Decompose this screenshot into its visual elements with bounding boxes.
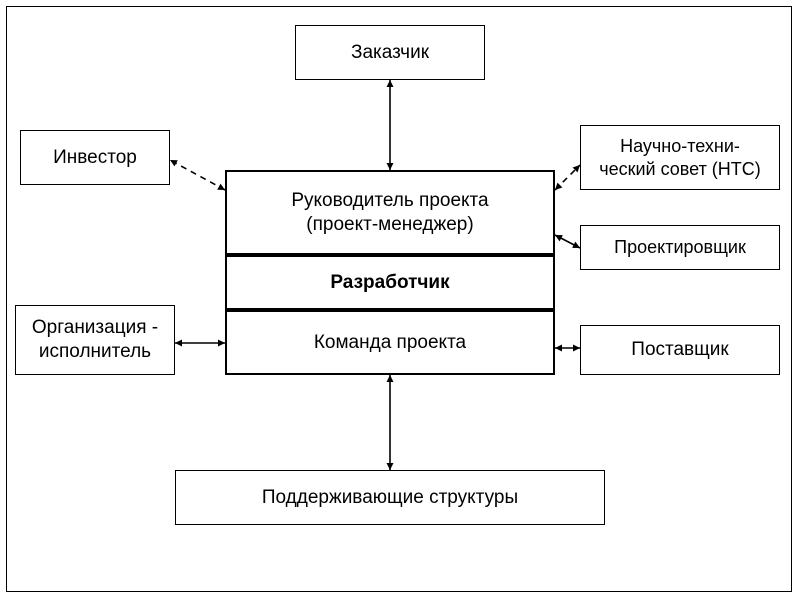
node-label: Организация -исполнитель xyxy=(32,316,158,364)
node-investor: Инвестор xyxy=(20,130,170,185)
node-label: Команда проекта xyxy=(314,331,466,355)
node-team: Команда проекта xyxy=(225,310,555,375)
node-designer: Проектировщик xyxy=(580,225,780,270)
node-label: Инвестор xyxy=(53,146,137,170)
node-customer: Заказчик xyxy=(295,25,485,80)
node-exec-org: Организация -исполнитель xyxy=(15,305,175,375)
node-label: Заказчик xyxy=(351,41,429,65)
node-developer: Разработчик xyxy=(225,255,555,310)
node-label: Поддерживающие структуры xyxy=(262,486,518,510)
node-nts: Научно-техни-ческий совет (НТС) xyxy=(580,125,780,190)
node-label: Поставщик xyxy=(631,338,728,362)
node-label: Руководитель проекта(проект-менеджер) xyxy=(291,189,488,237)
node-project-manager: Руководитель проекта(проект-менеджер) xyxy=(225,170,555,255)
node-label: Разработчик xyxy=(330,271,449,295)
node-label: Научно-техни-ческий совет (НТС) xyxy=(599,135,761,180)
node-label: Проектировщик xyxy=(614,236,746,259)
node-support: Поддерживающие структуры xyxy=(175,470,605,525)
node-supplier: Поставщик xyxy=(580,325,780,375)
